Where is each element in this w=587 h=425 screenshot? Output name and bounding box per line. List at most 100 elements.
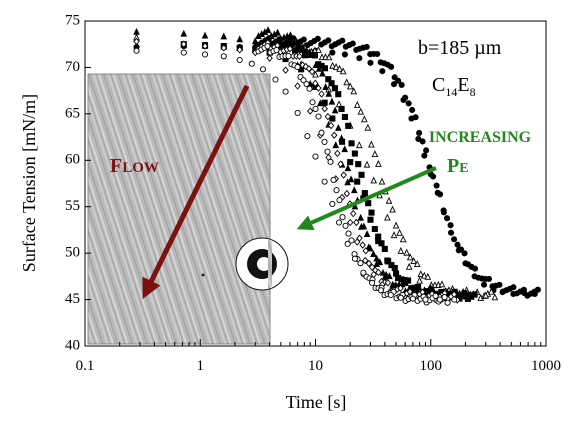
data-point-open-circle [259,66,267,73]
data-point-filled-triangle [328,97,336,105]
data-point-filled-triangle [274,28,281,36]
data-point-filled-triangle [180,29,188,37]
y-tick-label: 45 [65,291,80,307]
data-point-open-circle [312,153,319,160]
data-point-filled-circle [531,290,538,298]
data-point-open-circle [422,296,429,303]
x-tick-label: 10 [308,358,323,374]
data-point-open-diamond [302,62,310,71]
data-point-open-circle [387,291,394,298]
flow-letter-rest: LOW [122,160,159,176]
data-point-filled-circle [367,59,374,66]
data-point-open-circle [303,80,310,88]
data-point-open-circle [357,260,364,267]
data-point-filled-square [345,122,352,129]
data-point-open-triangle [413,260,421,268]
data-point-open-diamond [308,67,316,76]
data-point-filled-circle [398,81,405,88]
data-point-filled-triangle [220,32,228,40]
data-point-open-circle [306,85,313,92]
data-point-filled-triangle [379,268,387,276]
x-tick-label: 1 [197,358,205,374]
data-point-filled-circle [363,43,370,50]
data-point-filled-circle [405,100,412,107]
data-point-filled-triangle [350,186,358,194]
data-point-open-triangle [389,205,396,213]
data-point-filled-square [367,216,374,223]
data-point-filled-square [351,150,358,157]
x-tick-label: 100 [420,358,443,374]
data-point-open-triangle [375,159,382,167]
data-point-filled-triangle [264,26,272,34]
data-point-open-diamond [294,82,301,90]
data-point-filled-circle [379,68,386,75]
data-point-open-triangle [356,141,363,149]
data-point-open-circle [300,77,307,84]
data-point-open-diamond [321,105,328,113]
x-axis: 0.1 1 10 100 1000 [76,339,561,374]
data-point-open-circle [441,294,448,301]
data-point-open-circle [335,219,343,226]
data-point-open-circle [351,255,359,262]
surfactant-label: C14E8 [432,74,476,99]
data-point-open-circle [329,200,336,207]
data-point-filled-triangle [338,134,345,142]
data-point-filled-square [338,105,345,113]
data-point-open-diamond [353,238,361,246]
data-point-open-circle [264,43,271,50]
data-point-open-circle [336,196,343,204]
data-point-filled-circle [461,250,468,257]
data-point-open-triangle [420,271,428,279]
data-point-open-circle [342,222,349,229]
data-point-open-diamond [375,268,382,277]
y-tick-label: 40 [65,337,80,353]
flow-micrograph-inset [87,73,289,345]
y-tick-label: 60 [65,152,80,168]
data-point-open-circle [339,214,346,221]
data-point-open-diamond [266,54,273,62]
data-point-filled-square [381,245,388,253]
data-point-filled-triangle [459,292,467,300]
data-point-open-triangle [378,177,386,185]
data-point-open-circle [436,296,443,303]
data-point-open-triangle [396,228,403,236]
data-point-filled-circle [534,286,541,293]
data-point-filled-square [368,209,375,216]
data-point-filled-square [348,140,355,147]
increasing-label: INCREASING [429,129,532,146]
data-point-filled-triangle [347,175,355,183]
data-point-filled-triangle [306,48,313,56]
data-point-filled-triangle [309,50,317,58]
data-point-filled-triangle [344,178,351,186]
data-point-filled-circle [416,129,423,137]
data-point-filled-triangle [373,260,381,267]
data-point-filled-square [335,91,342,98]
data-point-filled-circle [510,284,517,291]
data-point-open-diamond [331,131,338,139]
data-point-filled-circle [391,74,398,81]
data-point-filled-circle [447,229,455,236]
data-point-open-triangle [385,196,393,204]
data-point-open-circle [309,99,316,106]
data-point-open-diamond [349,209,357,218]
data-point-filled-circle [485,275,493,282]
data-point-filled-circle [433,182,440,189]
data-point-open-diamond [359,241,366,249]
data-point-filled-square [467,292,474,299]
data-point-filled-circle [395,77,402,84]
data-point-open-triangle [438,280,446,288]
data-point-filled-square [361,190,368,197]
data-point-open-triangle [312,70,319,78]
data-point-filled-square [331,85,338,92]
data-point-filled-circle [447,222,454,229]
y-axis-title: Surface Tension [mN/m] [19,94,39,272]
data-points [133,26,541,306]
data-point-open-diamond [340,171,347,179]
data-point-filled-square [371,225,378,233]
x-tick-label: 1000 [531,358,561,374]
data-point-filled-square [347,159,354,166]
y-tick-label: 75 [65,12,80,28]
data-point-open-circle [397,294,404,301]
data-point-open-diamond [312,79,319,88]
